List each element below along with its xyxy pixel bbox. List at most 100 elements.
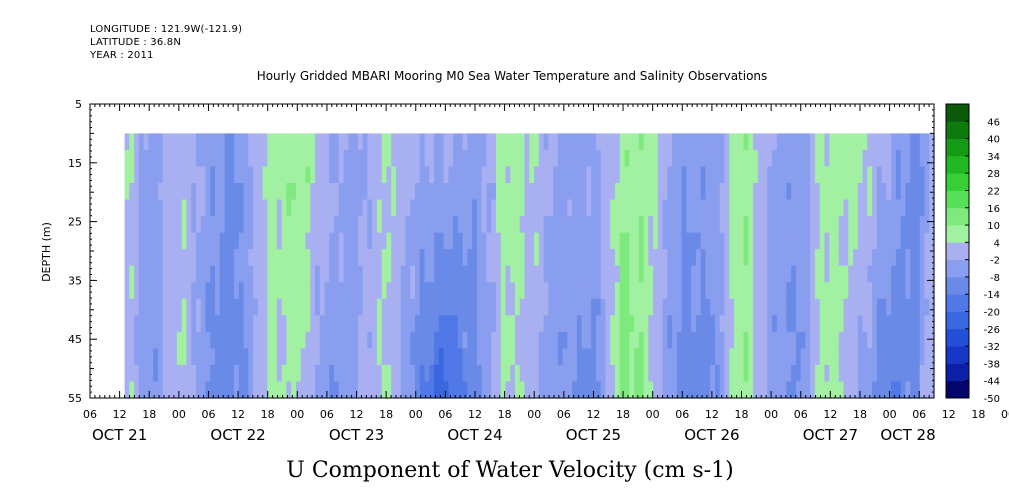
heatmap-cell [572, 348, 578, 366]
heatmap-cell [276, 149, 283, 168]
heatmap-cell [886, 331, 892, 349]
heatmap-cell [438, 265, 445, 283]
heatmap-cell [576, 232, 583, 250]
heatmap-cell [224, 166, 230, 184]
heatmap-cell [867, 232, 873, 250]
heatmap-cell [348, 282, 354, 300]
heatmap-cell [872, 149, 878, 168]
heatmap-cell [415, 232, 421, 250]
heatmap-cell [714, 298, 721, 316]
heatmap-cell [586, 133, 592, 151]
colorbar-label: -32 [984, 342, 1000, 353]
heatmap-cell [443, 348, 449, 366]
heatmap-cell [805, 183, 811, 201]
heatmap-cell [267, 381, 273, 399]
heatmap-cell [729, 249, 735, 267]
heatmap-cell [800, 216, 807, 234]
heatmap-cell [634, 265, 640, 283]
heatmap-cell [376, 166, 383, 184]
x-hour-label: 18 [616, 408, 630, 421]
heatmap-cell [772, 133, 778, 151]
heatmap-cell [262, 348, 268, 366]
heatmap-cell [457, 183, 464, 201]
heatmap-cell [238, 149, 245, 168]
heatmap-cell [876, 183, 883, 201]
heatmap-cell [424, 183, 430, 201]
heatmap-cell [810, 265, 816, 283]
heatmap-cell [643, 166, 649, 184]
heatmap-cell [624, 166, 630, 184]
heatmap-cell [686, 364, 692, 383]
heatmap-cell [367, 183, 373, 201]
heatmap-cell [524, 331, 530, 349]
heatmap-cell [886, 249, 892, 267]
heatmap-cell [476, 183, 483, 201]
heatmap-cell [557, 348, 564, 366]
heatmap-cell [272, 149, 278, 168]
heatmap-cell [453, 265, 459, 283]
heatmap-cell [319, 149, 326, 168]
heatmap-cell [667, 249, 673, 267]
heatmap-cell [405, 183, 411, 201]
heatmap-cell [848, 133, 854, 151]
heatmap-cell [648, 364, 654, 383]
heatmap-cell [324, 199, 330, 217]
heatmap-cell [315, 364, 321, 383]
heatmap-cell [467, 133, 473, 151]
heatmap-cell [705, 149, 711, 168]
heatmap-cell [376, 348, 383, 366]
heatmap-cell [148, 149, 154, 168]
heatmap-cell [548, 364, 554, 383]
heatmap-cell [753, 282, 759, 300]
heatmap-cell [367, 282, 373, 300]
heatmap-cell [710, 149, 716, 168]
heatmap-cell [514, 298, 521, 316]
heatmap-cell [205, 133, 211, 151]
heatmap-cell [738, 183, 745, 201]
heatmap-cell [719, 183, 726, 201]
heatmap-cell [210, 249, 216, 267]
heatmap-cell [395, 282, 402, 300]
heatmap-cell [348, 216, 354, 234]
heatmap-cell [791, 331, 797, 349]
heatmap-cell [453, 216, 459, 234]
heatmap-cell [514, 149, 521, 168]
heatmap-cell [338, 133, 345, 151]
heatmap-cell [457, 133, 464, 151]
heatmap-cell [910, 282, 916, 300]
heatmap-cell [519, 249, 526, 267]
x-hour-label: 06 [320, 408, 334, 421]
heatmap-cell [791, 381, 797, 399]
heatmap-cell [886, 199, 892, 217]
heatmap-cell [281, 364, 288, 383]
heatmap-cell [529, 232, 535, 250]
heatmap-cell [286, 133, 292, 151]
heatmap-cell [705, 364, 711, 383]
heatmap-cell [319, 199, 326, 217]
heatmap-cell [343, 331, 349, 349]
heatmap-cell [719, 199, 726, 217]
heatmap-cell [810, 282, 816, 300]
heatmap-cell [767, 298, 773, 316]
heatmap-cell [376, 282, 383, 300]
heatmap-cell [267, 298, 273, 316]
heatmap-cell [738, 381, 745, 399]
heatmap-cell [905, 265, 911, 283]
heatmap-cell [391, 265, 397, 283]
heatmap-cell [329, 249, 335, 267]
heatmap-cell [505, 298, 511, 316]
heatmap-cell [643, 216, 649, 234]
heatmap-cell [729, 315, 735, 333]
heatmap-cell [829, 331, 835, 349]
x-hour-label: 12 [350, 408, 364, 421]
heatmap-cell [319, 249, 326, 267]
heatmap-cell [162, 282, 168, 300]
heatmap-cell [676, 166, 683, 184]
heatmap-cell [181, 315, 188, 333]
heatmap-cell [810, 149, 816, 168]
heatmap-cell [581, 265, 588, 283]
heatmap-cell [381, 348, 388, 366]
heatmap-cell [191, 315, 197, 333]
heatmap-cell [524, 265, 530, 283]
